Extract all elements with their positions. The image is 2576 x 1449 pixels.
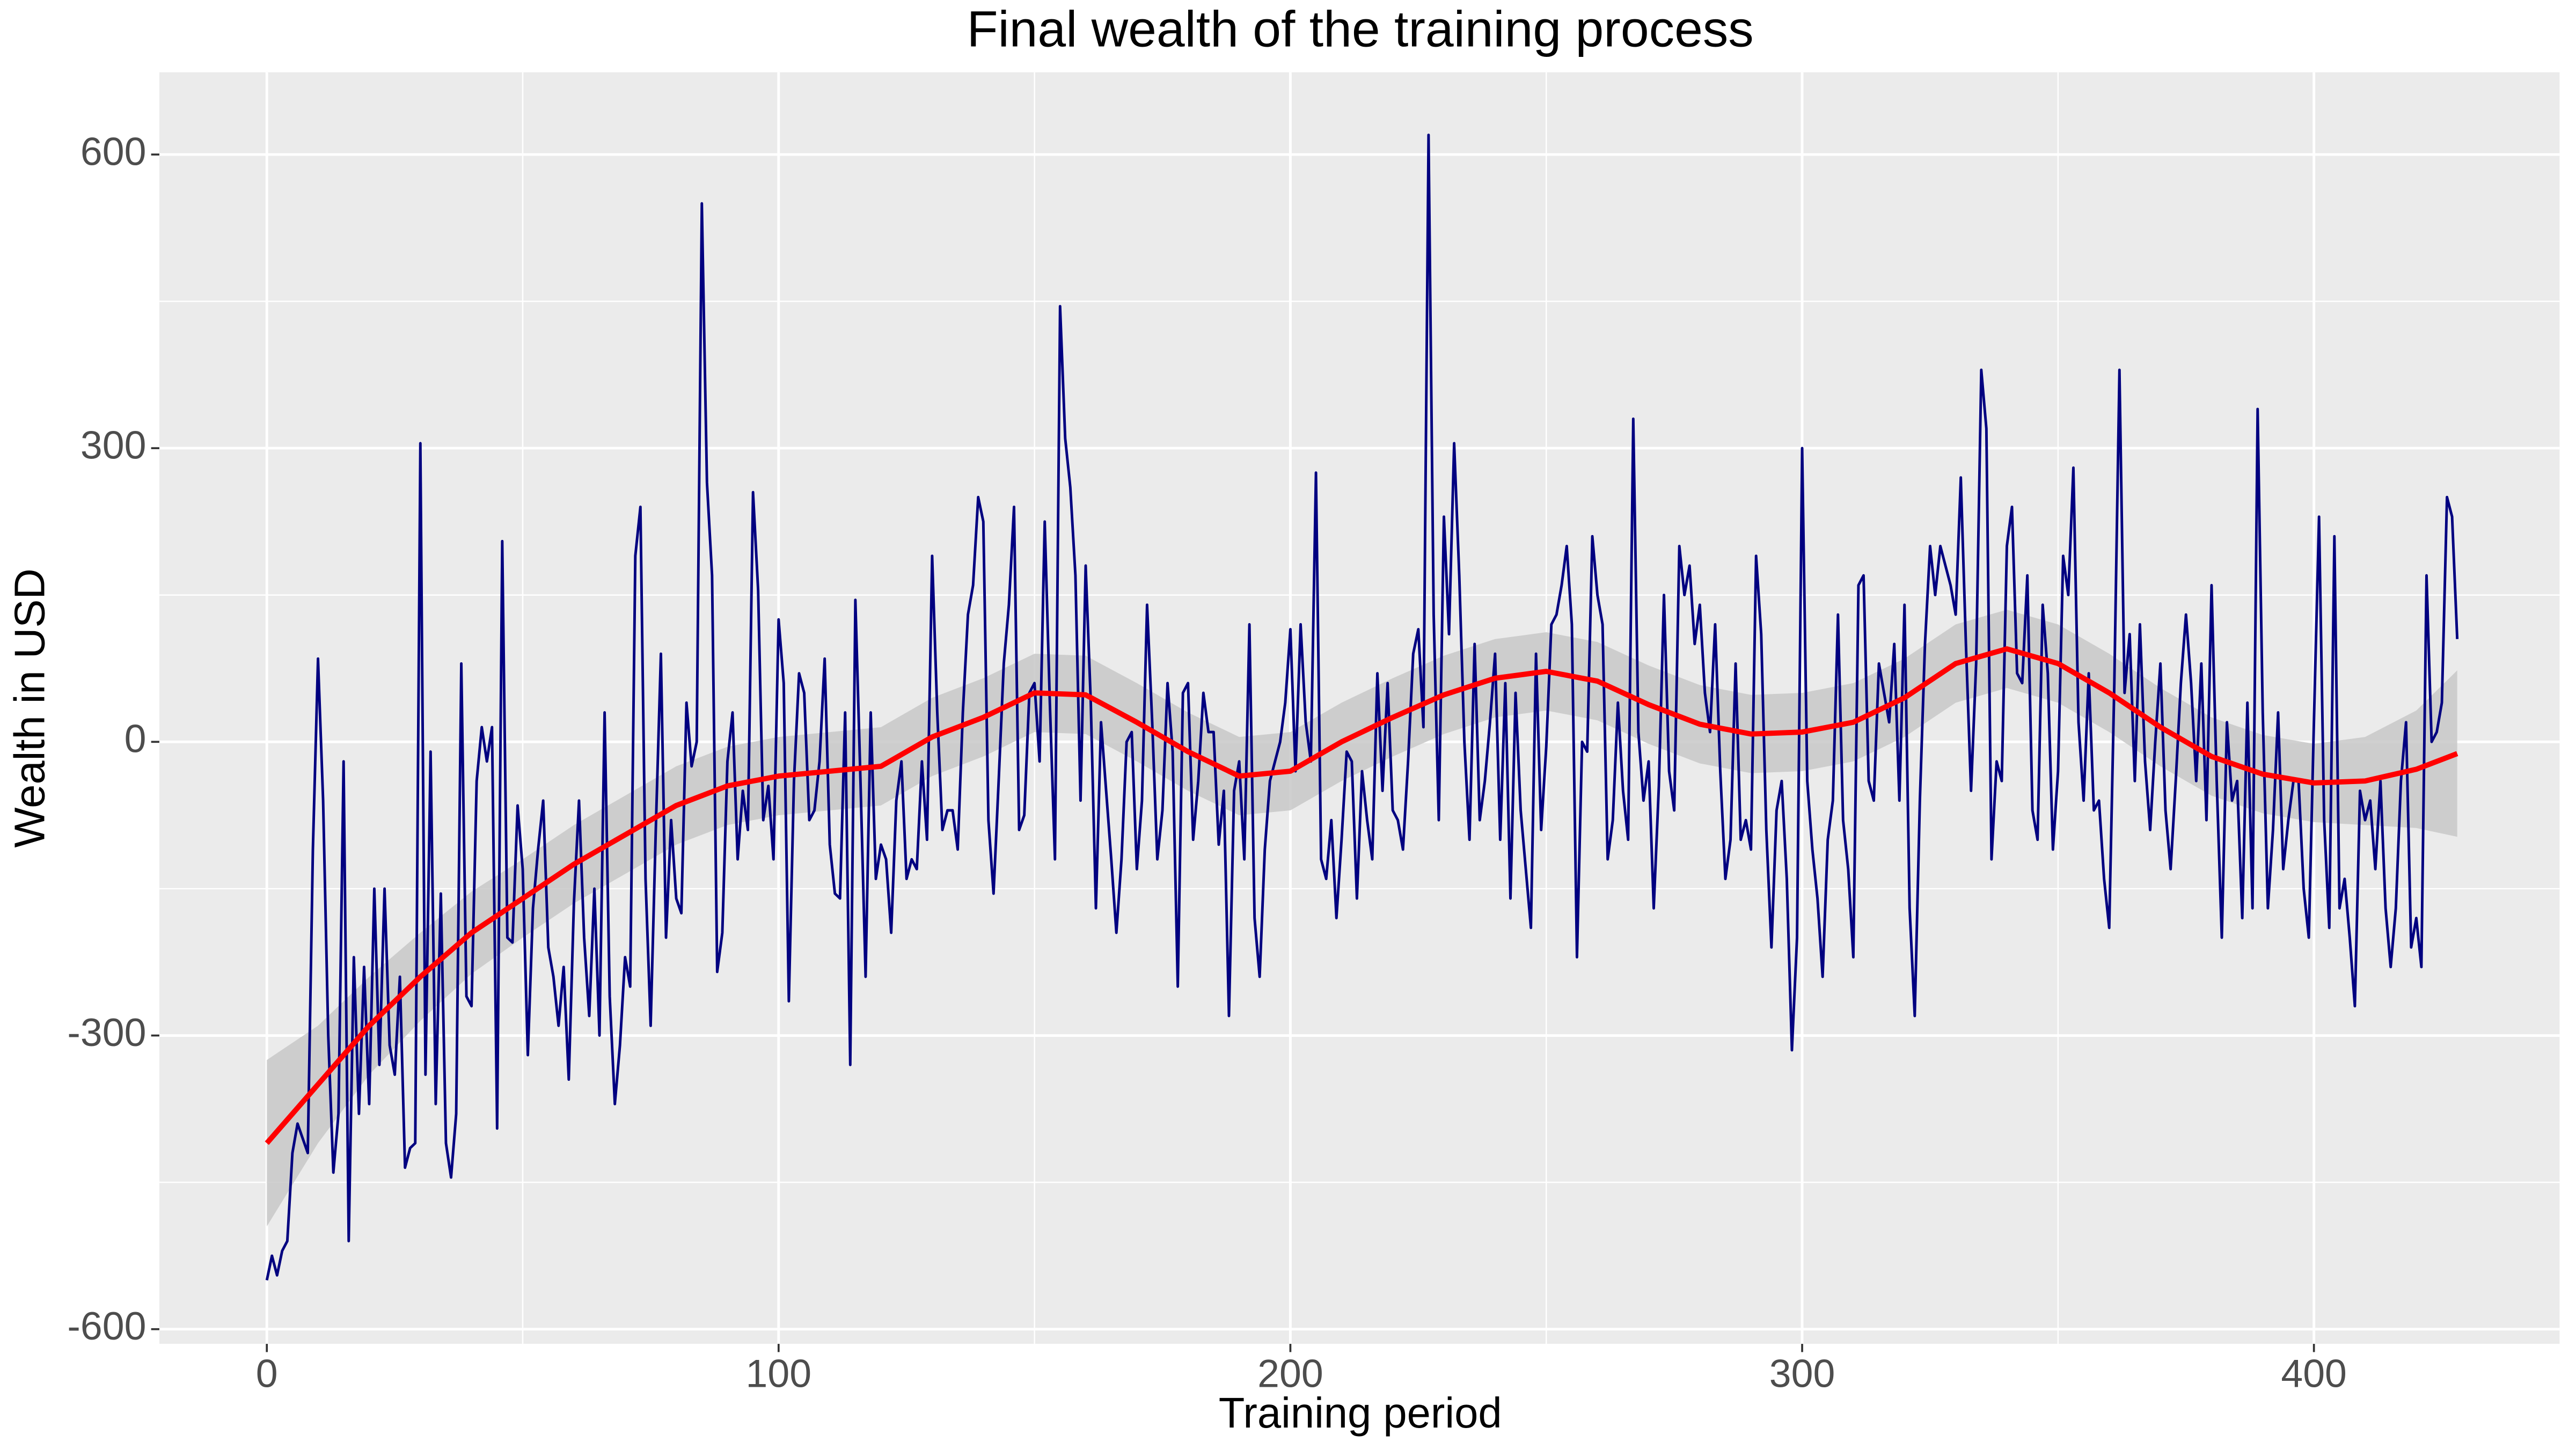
- data-line: [265, 133, 2459, 1281]
- x-tick-label: 400: [2281, 1351, 2347, 1396]
- y-tick-label: 300: [80, 423, 147, 467]
- y-axis-title: Wealth in USD: [5, 568, 53, 847]
- x-tick-label: 200: [1257, 1351, 1323, 1396]
- y-tick-label: -600: [67, 1304, 146, 1348]
- x-tick-label: 0: [256, 1351, 278, 1396]
- x-tick-label: 300: [1769, 1351, 1835, 1396]
- x-tick-label: 100: [746, 1351, 812, 1396]
- y-tick-label: 600: [80, 129, 147, 173]
- smooth-line: [265, 646, 2458, 1145]
- confidence-band: [267, 610, 2457, 1227]
- x-axis-title: Training period: [1219, 1389, 1502, 1437]
- y-tick-label: -300: [67, 1010, 146, 1055]
- chart-title: Final wealth of the training process: [967, 1, 1754, 57]
- y-tick-label: 0: [125, 716, 147, 761]
